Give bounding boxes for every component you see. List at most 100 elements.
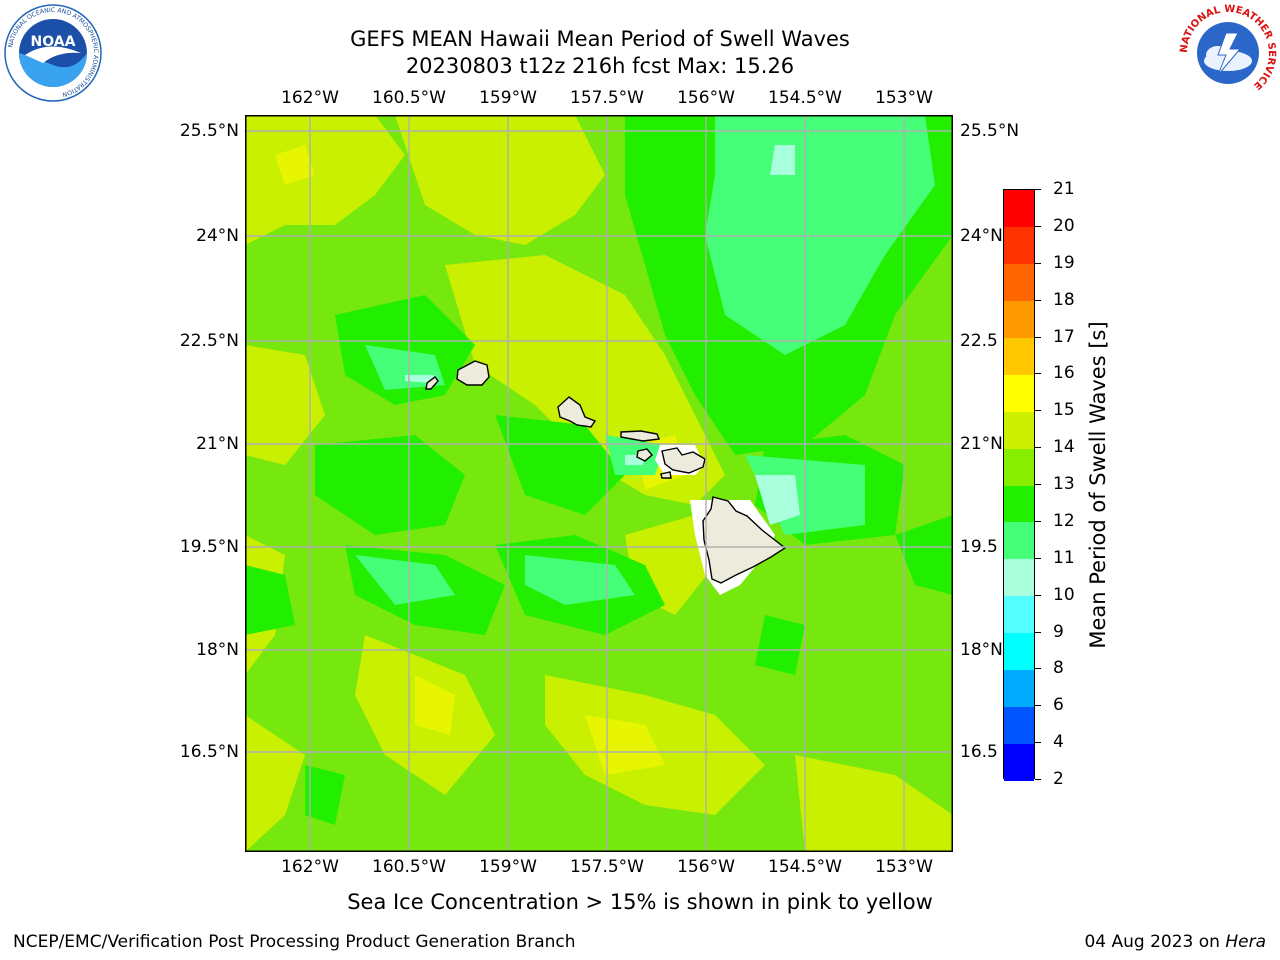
colorbar-title: Mean Period of Swell Waves [s]	[1086, 321, 1110, 649]
lon-label-top: 160.5°W	[372, 88, 446, 108]
colorbar-segment	[1004, 337, 1034, 375]
footer-date-text: 04 Aug 2023 on	[1084, 932, 1220, 952]
chart-title: GEFS MEAN Hawaii Mean Period of Swell Wa…	[350, 27, 850, 51]
period-9-10-contours	[405, 145, 800, 525]
graticule	[245, 115, 953, 852]
footer-credit: NCEP/EMC/Verification Post Processing Pr…	[13, 932, 576, 952]
colorbar-segment	[1004, 226, 1034, 265]
lat-label-right: 24°N	[960, 226, 1003, 246]
lon-label-bottom: 154.5°W	[768, 857, 842, 877]
lon-label-bottom: 162°W	[281, 857, 339, 877]
lon-label-top: 159°W	[479, 88, 537, 108]
colorbar-tick-label: 6	[1053, 695, 1064, 716]
colorbar-tick	[1035, 594, 1041, 596]
lon-label-top: 156°W	[677, 88, 735, 108]
island-molokai	[620, 430, 660, 442]
colorbar-segment	[1004, 706, 1034, 744]
colorbar-segment	[1004, 632, 1034, 670]
map-panel	[245, 115, 953, 852]
colorbar-tick-label: 14	[1053, 437, 1075, 458]
colorbar-tick-label: 11	[1053, 547, 1075, 568]
lat-label-left: 22.5°N	[179, 331, 239, 351]
colorbar-segment	[1004, 263, 1034, 302]
nws-logo: NATIONAL WEATHER SERVICE	[1179, 4, 1277, 101]
lat-label-right: 19.5	[960, 537, 998, 557]
colorbar-tick-label: 18	[1053, 289, 1075, 310]
lon-label-bottom: 159°W	[479, 857, 537, 877]
colorbar-tick	[1035, 631, 1041, 633]
lon-label-top: 154.5°W	[768, 88, 842, 108]
colorbar-tick	[1035, 484, 1041, 485]
colorbar-segment	[1004, 595, 1034, 633]
colorbar-tick	[1035, 779, 1041, 780]
colorbar-tick	[1035, 373, 1041, 375]
lon-label-bottom: 153°W	[875, 857, 933, 877]
colorbar-tick-label: 13	[1053, 474, 1075, 494]
lon-label-bottom: 156°W	[677, 857, 735, 877]
colorbar-tick	[1035, 410, 1041, 412]
colorbar-tick-label: 2	[1053, 769, 1064, 789]
colorbar-segment	[1004, 374, 1034, 412]
lat-label-left: 25.5°N	[179, 121, 239, 141]
lon-label-bottom: 160.5°W	[372, 857, 446, 877]
colorbar-segment	[1004, 669, 1034, 707]
lat-label-right: 16.5	[960, 742, 998, 762]
lon-label-bottom: 157.5°W	[570, 857, 644, 877]
colorbar-segment	[1004, 485, 1034, 523]
colorbar-tick	[1035, 705, 1041, 707]
colorbar-tick	[1035, 262, 1041, 264]
island-lanai	[636, 448, 653, 462]
lat-label-left: 21°N	[196, 434, 239, 454]
colorbar-segment	[1004, 190, 1034, 228]
colorbar-segment	[1004, 300, 1034, 338]
colorbar-tick	[1035, 336, 1041, 338]
lat-label-left: 16.5°N	[179, 742, 239, 762]
lon-label-top: 153°W	[875, 88, 933, 108]
colorbar-segment	[1004, 448, 1034, 486]
colorbar-tick-label: 4	[1053, 732, 1064, 753]
sea-ice-note: Sea Ice Concentration > 15% is shown in …	[347, 890, 933, 914]
lat-label-right: 21°N	[960, 434, 1003, 454]
colorbar-tick-label: 12	[1053, 510, 1075, 531]
lon-label-top: 162°W	[281, 88, 339, 108]
colorbar-tick-label: 16	[1053, 363, 1075, 384]
colorbar-tick-label: 15	[1053, 400, 1075, 421]
island-hawaii	[702, 496, 787, 584]
island-kauai	[456, 360, 490, 386]
swell-period-map	[245, 115, 953, 852]
colorbar-tick	[1035, 742, 1041, 744]
island-kahoolawe	[660, 471, 672, 479]
chart-subtitle: 20230803 t12z 216h fcst Max: 15.26	[405, 54, 795, 78]
lat-label-right: 18°N	[960, 640, 1003, 660]
colorbar-tick	[1035, 668, 1041, 670]
colorbar-tick-label: 21	[1053, 179, 1075, 199]
lat-label-left: 19.5°N	[179, 537, 239, 557]
island-oahu	[557, 396, 597, 428]
colorbar-tick	[1035, 225, 1041, 227]
colorbar-tick-label: 19	[1053, 252, 1075, 273]
colorbar-segment	[1004, 521, 1034, 560]
island-niihau	[425, 376, 439, 390]
colorbar-tick-label: 17	[1053, 326, 1075, 347]
colorbar-tick	[1035, 447, 1041, 449]
lat-label-left: 18°N	[196, 640, 239, 660]
lat-label-right: 25.5°N	[960, 121, 1020, 141]
noaa-logo: NATIONAL OCEANIC AND ATMOSPHERIC ADMINIS…	[4, 4, 102, 102]
footer-date: 04 Aug 2023 on Hera	[1084, 932, 1266, 952]
noaa-text: NOAA	[31, 34, 76, 50]
colorbar-segment	[1004, 411, 1034, 449]
colorbar-segment	[1004, 743, 1034, 781]
colorbar-tick-label: 10	[1053, 584, 1075, 605]
map-frame	[245, 115, 953, 852]
colorbar-tick-label: 9	[1053, 621, 1064, 642]
colorbar-tick	[1035, 520, 1041, 522]
colorbar	[1003, 189, 1035, 781]
island-maui	[661, 447, 706, 474]
lat-label-right: 22.5	[960, 331, 998, 351]
hawaiian-islands	[425, 360, 787, 584]
colorbar-tick	[1035, 299, 1041, 301]
colorbar-segment	[1004, 558, 1034, 597]
colorbar-tick-label: 20	[1053, 215, 1075, 236]
colorbar-tick	[1035, 557, 1041, 559]
lat-label-left: 24°N	[196, 226, 239, 246]
